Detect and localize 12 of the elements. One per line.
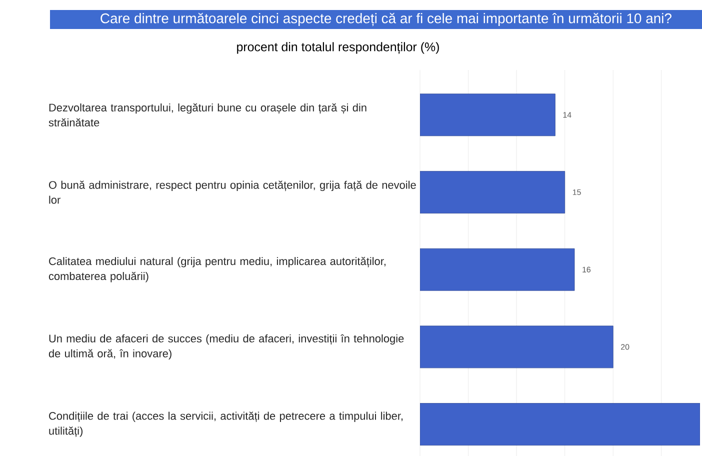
bar bbox=[420, 171, 566, 214]
bar bbox=[420, 248, 575, 291]
bar bbox=[420, 403, 700, 446]
bar bbox=[420, 326, 614, 368]
y-tick-label: Un mediu de afaceri de succes (mediu de afaceri, investiții în tehnologie de ultimă oră, în inovare) bbox=[48, 334, 404, 360]
chart-title: Care dintre următoarele cinci aspecte credeți că ar fi cele mai importante în următorii 10 ani? bbox=[100, 12, 672, 26]
y-tick-label: Condițiile de trai (acces la servicii, activități de petrecere a timpului liber, utilități) bbox=[49, 412, 403, 437]
y-tick-label: Calitatea mediului natural (grija pentru mediu, implicarea autorităților, combaterea poluării) bbox=[48, 256, 386, 282]
y-tick-label: O bună administrare, respect pentru opinia cetățenilor, grija față de nevoile lor bbox=[48, 180, 416, 204]
bar bbox=[420, 94, 556, 136]
chart-subtitle: procent din totalul respondenților (%) bbox=[237, 42, 439, 54]
y-tick-label: Dezvoltarea transportului, legături bune cu orașele din țară și din străinătate bbox=[48, 103, 366, 126]
